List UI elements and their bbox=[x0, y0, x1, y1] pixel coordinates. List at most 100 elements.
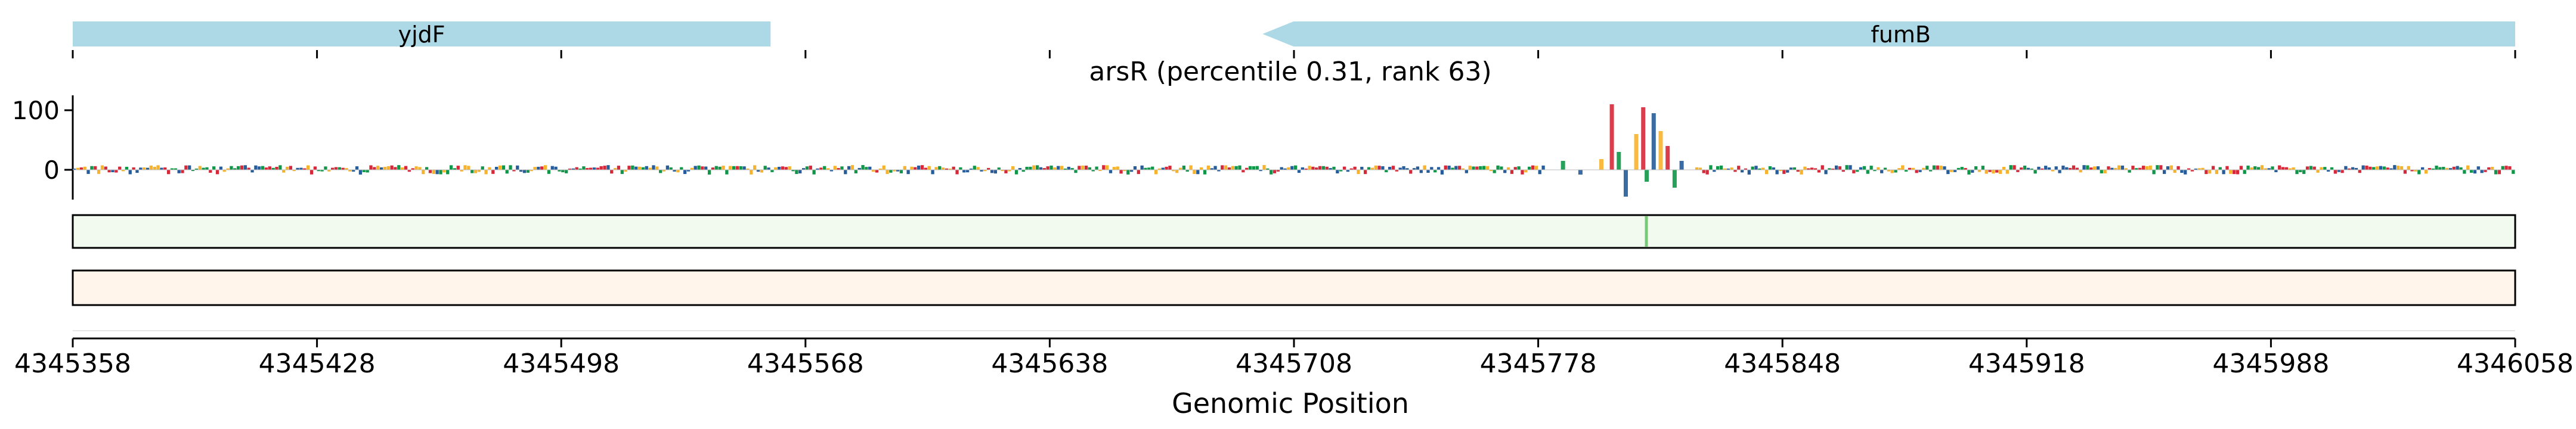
logo-peak-mark bbox=[1658, 131, 1663, 170]
logo-mark bbox=[2456, 166, 2459, 170]
logo-mark bbox=[1370, 167, 1374, 170]
logo-mark bbox=[2233, 170, 2236, 175]
logo-mark bbox=[1873, 170, 1877, 172]
logo-mark bbox=[362, 170, 366, 172]
logo-mark bbox=[2135, 168, 2138, 170]
logo-mark bbox=[1482, 166, 1486, 170]
logo-mark bbox=[791, 170, 795, 172]
logo-mark bbox=[352, 170, 355, 172]
logo-mark bbox=[1227, 167, 1231, 170]
logo-mark bbox=[1845, 165, 1849, 170]
logo-peak-mark bbox=[1561, 161, 1565, 170]
logo-mark bbox=[1049, 165, 1053, 170]
logo-mark bbox=[166, 170, 171, 175]
logo-mark bbox=[289, 166, 293, 170]
logo-mark bbox=[938, 166, 942, 170]
logo-mark bbox=[1423, 165, 1426, 170]
logo-mark bbox=[1276, 170, 1280, 172]
logo-mark bbox=[2138, 167, 2142, 170]
logo-mark bbox=[2466, 165, 2470, 170]
logo-mark bbox=[2201, 167, 2205, 170]
logo-mark bbox=[886, 170, 889, 175]
logo-mark bbox=[194, 168, 199, 170]
logo-mark bbox=[1029, 166, 1032, 170]
logo-mark bbox=[2096, 166, 2100, 170]
logo-mark bbox=[1165, 166, 1168, 170]
logo-mark bbox=[578, 168, 582, 170]
logo-mark bbox=[2020, 167, 2023, 170]
logo-mark bbox=[230, 166, 233, 170]
logo-mark bbox=[2002, 167, 2006, 170]
logo-mark bbox=[484, 170, 488, 175]
logo-mark bbox=[2215, 170, 2219, 175]
logo-mark bbox=[202, 167, 205, 170]
logo-mark bbox=[184, 165, 188, 170]
logo-mark bbox=[809, 166, 812, 170]
logo-mark bbox=[90, 166, 94, 170]
logo-mark bbox=[652, 165, 655, 170]
x-tick-label: 4345638 bbox=[991, 349, 1108, 379]
logo-mark bbox=[1922, 167, 1925, 170]
logo-mark bbox=[2424, 170, 2428, 174]
logo-mark bbox=[2414, 170, 2417, 172]
logo-mark bbox=[495, 166, 499, 170]
logo-mark bbox=[1877, 167, 1880, 170]
logo-mark bbox=[617, 166, 621, 170]
logo-mark bbox=[1245, 167, 1249, 170]
logo-mark bbox=[139, 167, 143, 170]
logo-mark bbox=[571, 168, 575, 170]
logo-mark bbox=[610, 170, 614, 174]
logo-mark bbox=[1210, 168, 1213, 170]
logo-mark bbox=[2145, 166, 2149, 170]
logo-mark bbox=[976, 167, 980, 170]
logo-mark bbox=[1196, 170, 1200, 175]
logo-mark bbox=[2323, 167, 2327, 170]
logo-mark bbox=[1178, 167, 1182, 170]
logo-mark bbox=[2295, 170, 2299, 175]
logo-mark bbox=[1716, 166, 1720, 170]
logo-mark bbox=[292, 170, 296, 172]
logo-mark bbox=[2069, 167, 2072, 170]
logo-mark bbox=[596, 167, 599, 170]
logo-mark bbox=[1308, 166, 1311, 170]
logo-mark bbox=[145, 167, 150, 170]
logo-mark bbox=[1151, 166, 1154, 170]
logo-mark bbox=[1234, 166, 1238, 170]
logo-mark bbox=[1992, 170, 1995, 174]
logo-mark bbox=[1297, 170, 1301, 173]
x-tick-label: 4345708 bbox=[1236, 349, 1352, 379]
logo-mark bbox=[1911, 167, 1915, 170]
logo-mark bbox=[2030, 168, 2033, 170]
logo-mark bbox=[805, 166, 809, 170]
logo-mark bbox=[2299, 170, 2302, 172]
logo-mark bbox=[1426, 170, 1430, 173]
logo-mark bbox=[439, 170, 442, 175]
logo-mark bbox=[1213, 166, 1217, 170]
logo-mark bbox=[1528, 166, 1531, 170]
logo-mark bbox=[1737, 166, 1741, 170]
logo-mark bbox=[254, 165, 258, 170]
logo-mark bbox=[2156, 165, 2159, 170]
y-tick-label: 100 bbox=[12, 96, 60, 125]
logo-mark bbox=[2159, 165, 2163, 170]
logo-mark bbox=[714, 166, 718, 170]
logo-mark bbox=[1357, 170, 1360, 175]
logo-mark bbox=[2452, 166, 2456, 170]
logo-mark bbox=[1444, 165, 1447, 170]
logo-mark bbox=[871, 170, 875, 172]
logo-mark bbox=[411, 168, 414, 170]
logo-mark bbox=[2208, 170, 2212, 174]
logo-mark bbox=[1531, 165, 1535, 170]
logo-mark bbox=[1193, 170, 1196, 175]
logo-mark bbox=[987, 167, 990, 170]
logo-mark bbox=[1496, 165, 1500, 170]
logo-mark bbox=[2009, 165, 2012, 170]
logo-mark bbox=[2100, 170, 2103, 173]
logo-mark bbox=[1447, 166, 1451, 170]
logo-mark bbox=[512, 170, 516, 172]
logo-mark bbox=[2114, 167, 2117, 170]
logo-mark bbox=[704, 166, 708, 170]
logo-mark bbox=[1203, 170, 1207, 175]
logo-mark bbox=[637, 166, 642, 170]
logo-mark bbox=[558, 170, 561, 172]
